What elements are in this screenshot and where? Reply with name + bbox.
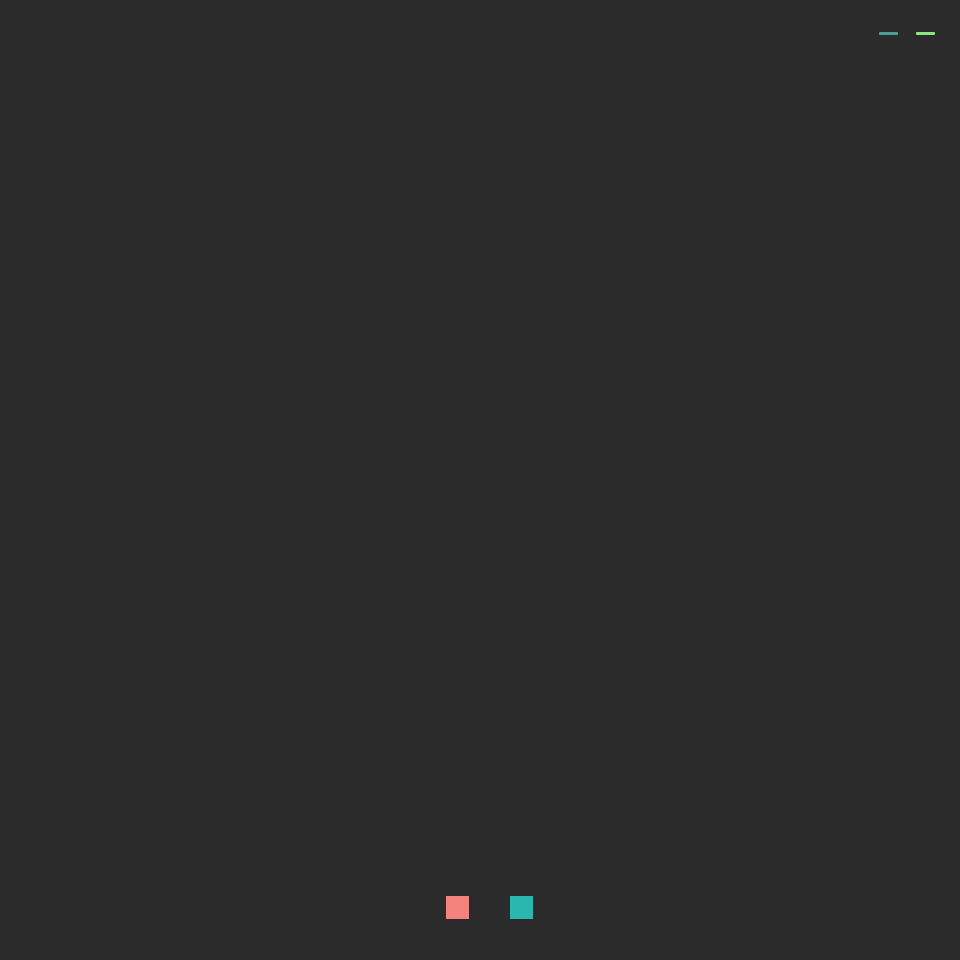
area-legend xyxy=(870,32,944,35)
volume-legend xyxy=(446,896,574,919)
legend-swatch-60-icon xyxy=(446,896,469,919)
legend-line-60-icon xyxy=(879,32,898,35)
legend-line-70-icon xyxy=(916,32,935,35)
legend-swatch-70-icon xyxy=(510,896,533,919)
